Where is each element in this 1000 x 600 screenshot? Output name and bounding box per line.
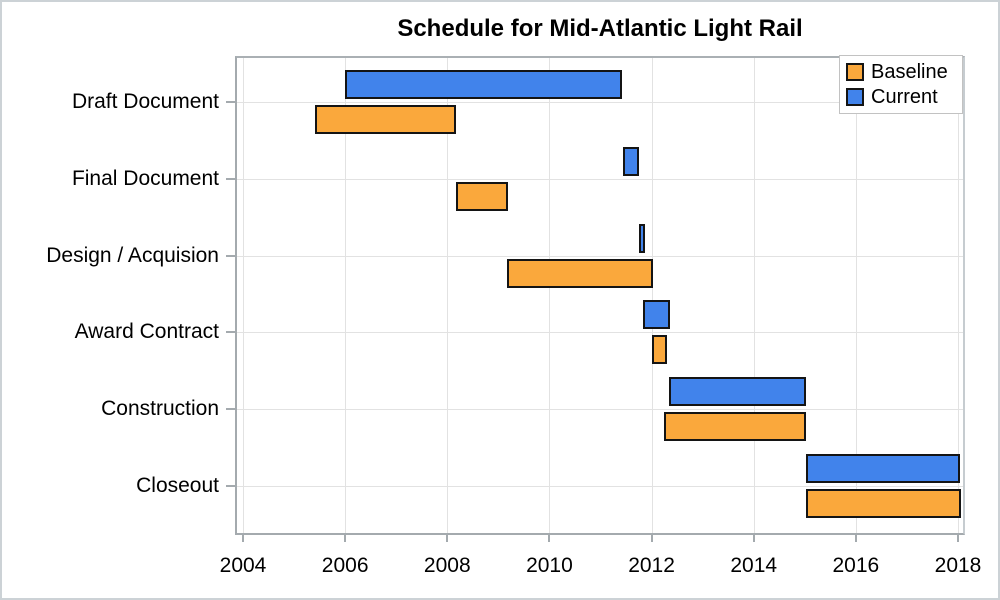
- x-tick-label: 2006: [321, 554, 369, 577]
- legend-item: Current: [846, 86, 956, 108]
- gantt-bar-baseline: [507, 258, 654, 288]
- gridline-vertical: [651, 58, 653, 533]
- gantt-bar-current: [805, 454, 961, 483]
- y-tick: [226, 254, 235, 257]
- x-tick-label: 2018: [934, 554, 982, 577]
- y-category-label: Closeout: [136, 474, 219, 497]
- gantt-bar-current: [345, 70, 622, 99]
- gridline-horizontal: [237, 255, 963, 257]
- x-tick: [854, 535, 857, 542]
- y-category-label: Draft Document: [71, 90, 219, 113]
- x-tick-label: 2012: [628, 554, 675, 577]
- gridline-vertical: [958, 58, 959, 533]
- x-tick: [242, 535, 244, 542]
- gridline-vertical: [549, 58, 551, 533]
- x-tick: [344, 535, 347, 542]
- chart-title: Schedule for Mid-Atlantic Light Rail: [397, 15, 803, 42]
- gridline-horizontal: [237, 409, 963, 411]
- x-tick: [548, 535, 551, 542]
- gridline-vertical: [243, 58, 244, 533]
- gantt-bar-baseline: [652, 335, 667, 365]
- gridline-horizontal: [237, 486, 963, 487]
- gridline-vertical: [447, 58, 449, 533]
- gridline-horizontal: [237, 178, 963, 180]
- gridline-horizontal: [237, 102, 963, 103]
- y-tick: [226, 331, 235, 334]
- y-category-label: Award Contract: [74, 320, 219, 344]
- gridline-vertical: [345, 58, 347, 533]
- legend-label: Current: [871, 86, 938, 108]
- y-tick: [226, 408, 235, 411]
- gridline-vertical: [753, 58, 755, 533]
- x-tick-label: 2008: [423, 554, 471, 577]
- legend-item: Baseline: [846, 61, 956, 83]
- y-tick: [226, 177, 235, 180]
- gantt-bar-current: [643, 300, 670, 330]
- x-tick: [957, 535, 959, 542]
- legend-swatch-current: [846, 88, 864, 106]
- gridline-horizontal: [237, 332, 963, 334]
- y-category-label: Final Document: [71, 166, 219, 190]
- y-tick: [226, 485, 235, 487]
- x-tick-label: 2016: [832, 554, 880, 577]
- legend-swatch-baseline: [846, 63, 864, 81]
- x-tick: [446, 535, 449, 542]
- x-tick: [650, 535, 653, 542]
- x-tick: [752, 535, 755, 542]
- y-category-label: Construction: [101, 397, 219, 421]
- x-tick-label: 2014: [730, 554, 778, 577]
- gantt-bar-current: [638, 223, 645, 253]
- gantt-bar-baseline: [805, 489, 962, 518]
- x-tick-label: 2004: [219, 554, 267, 577]
- y-category-label: Design / Acquision: [46, 243, 219, 267]
- gantt-bar-baseline: [314, 105, 456, 134]
- legend: Baseline Current: [839, 55, 963, 114]
- gantt-bar-current: [622, 146, 639, 176]
- plot-area: [235, 56, 965, 535]
- gantt-bar-baseline: [663, 412, 806, 442]
- gridline-vertical: [855, 58, 857, 533]
- gantt-bar-current: [668, 377, 807, 407]
- x-tick-label: 2010: [526, 554, 573, 577]
- gantt-bar-baseline: [455, 181, 509, 211]
- legend-label: Baseline: [871, 61, 948, 83]
- y-tick: [226, 101, 235, 103]
